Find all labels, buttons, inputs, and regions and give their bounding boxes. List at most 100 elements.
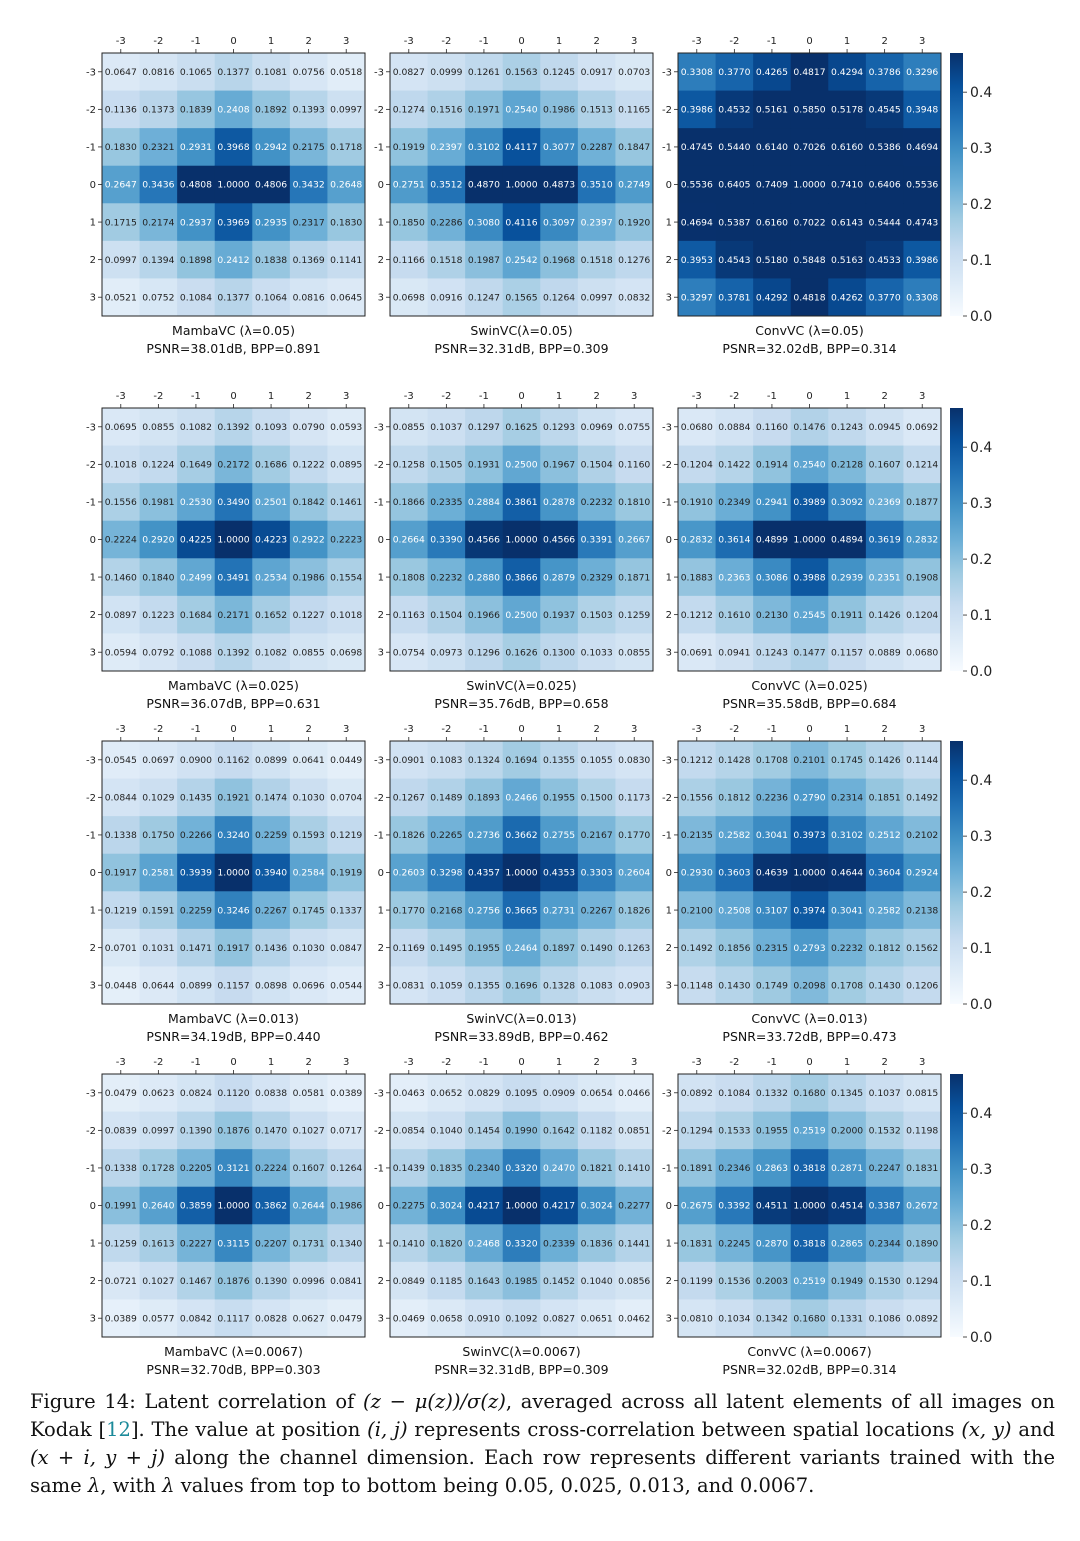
caption-eq-lambda: λ bbox=[87, 1474, 101, 1497]
cell-value-label: 0.3107 bbox=[756, 905, 788, 916]
panel-subtitle: PSNR=35.58dB, BPP=0.684 bbox=[722, 696, 896, 711]
x-tick-label: 0 bbox=[806, 391, 812, 402]
cell-value-label: 0.2647 bbox=[105, 180, 137, 191]
cell-value-label: 0.2832 bbox=[906, 535, 938, 546]
heatmap-cell bbox=[390, 741, 428, 779]
heatmap-cell bbox=[390, 53, 428, 91]
cell-value-label: 0.2581 bbox=[142, 868, 174, 879]
colorbar-tick-label: 0.4 bbox=[970, 85, 992, 101]
heatmap-cell bbox=[427, 741, 466, 779]
cell-value-label: 0.1081 bbox=[255, 67, 287, 78]
cell-value-label: 0.2942 bbox=[255, 142, 287, 153]
heatmap-cell bbox=[502, 128, 541, 167]
heatmap-cell bbox=[139, 1261, 178, 1300]
heatmap-panel: 0.0479 0.0623 0.0824 0.1120 0.0838 0.0581 0.03… bbox=[86, 1057, 366, 1377]
heatmap-cell bbox=[427, 408, 466, 446]
cell-value-label: 0.1876 bbox=[217, 1276, 249, 1287]
heatmap-cell bbox=[289, 816, 328, 855]
y-tick-label: -1 bbox=[662, 142, 672, 153]
cell-value-label: 0.2315 bbox=[756, 943, 788, 954]
cell-value-label: 0.1410 bbox=[393, 1238, 425, 1249]
cell-value-label: 0.1477 bbox=[793, 647, 825, 658]
heatmap-cell bbox=[139, 165, 178, 204]
cell-value-label: 0.1642 bbox=[543, 1126, 575, 1137]
cell-value-label: 0.1625 bbox=[505, 422, 537, 433]
heatmap-cell bbox=[502, 520, 541, 559]
y-tick-label: -2 bbox=[86, 1126, 96, 1137]
cell-value-label: 0.1259 bbox=[618, 610, 650, 621]
colorbar-tick-label: 0.1 bbox=[970, 608, 992, 624]
heatmap-cell bbox=[289, 1261, 328, 1300]
heatmap-cell bbox=[828, 445, 867, 484]
cell-value-label: 0.1812 bbox=[869, 943, 901, 954]
cell-value-label: 0.1120 bbox=[217, 1088, 249, 1099]
cell-value-label: 0.2832 bbox=[681, 535, 713, 546]
x-tick-label: -1 bbox=[191, 36, 201, 47]
cell-value-label: 0.1224 bbox=[142, 460, 174, 471]
heatmap-cell bbox=[540, 966, 579, 1005]
cell-value-label: 0.1850 bbox=[393, 217, 425, 228]
cell-value-label: 0.1991 bbox=[105, 1201, 137, 1212]
cell-value-label: 0.1883 bbox=[681, 572, 713, 583]
heatmap-panel: 0.0463 0.0652 0.0829 0.1095 0.0909 0.0654 0.04… bbox=[374, 1057, 654, 1377]
cell-value-label: 0.1830 bbox=[330, 217, 362, 228]
cell-value-label: 0.0903 bbox=[618, 980, 650, 991]
cell-value-label: 0.3308 bbox=[681, 67, 713, 78]
cell-value-label: 0.0815 bbox=[906, 1088, 938, 1099]
heatmap-cell bbox=[790, 816, 829, 855]
heatmap-cell bbox=[790, 1074, 829, 1112]
heatmap-cell bbox=[102, 891, 140, 930]
heatmap-cell bbox=[252, 741, 291, 779]
heatmap-cell bbox=[865, 520, 904, 559]
heatmap-cell bbox=[828, 128, 867, 167]
cell-value-label: 0.1518 bbox=[430, 255, 462, 266]
heatmap-cell bbox=[903, 1186, 942, 1225]
heatmap-cell bbox=[102, 633, 140, 672]
cell-value-label: 0.2540 bbox=[505, 105, 537, 116]
heatmap-cell bbox=[177, 1149, 216, 1188]
heatmap-cell bbox=[289, 278, 328, 317]
heatmap-cell bbox=[540, 408, 579, 446]
cell-value-label: 0.1331 bbox=[831, 1313, 863, 1324]
cell-value-label: 0.0755 bbox=[618, 422, 650, 433]
heatmap-cell bbox=[678, 778, 716, 817]
cell-value-label: 0.1055 bbox=[581, 755, 613, 766]
x-tick-label: 2 bbox=[305, 36, 311, 47]
cell-value-label: 0.2174 bbox=[142, 217, 174, 228]
heatmap-cell bbox=[790, 165, 829, 204]
colorbar-gradient bbox=[950, 408, 963, 671]
heatmap-cell bbox=[903, 558, 942, 597]
cell-value-label: 0.4644 bbox=[831, 868, 863, 879]
cell-value-label: 0.1163 bbox=[393, 610, 425, 621]
cell-value-label: 0.0594 bbox=[105, 647, 137, 658]
x-tick-label: 2 bbox=[593, 724, 599, 735]
cell-value-label: 0.3432 bbox=[293, 180, 325, 191]
cell-value-label: 0.0658 bbox=[430, 1313, 462, 1324]
cell-value-label: 0.2675 bbox=[681, 1201, 713, 1212]
cell-value-label: 0.1454 bbox=[468, 1126, 500, 1137]
y-tick-label: -2 bbox=[374, 793, 384, 804]
cell-value-label: 0.4694 bbox=[681, 217, 713, 228]
cell-value-label: 0.1157 bbox=[831, 647, 863, 658]
caption-reference-link[interactable]: 12 bbox=[106, 1418, 131, 1441]
x-tick-label: 0 bbox=[518, 391, 524, 402]
y-tick-label: 2 bbox=[378, 610, 384, 621]
cell-value-label: 0.1890 bbox=[906, 1238, 938, 1249]
heatmap-cell bbox=[214, 853, 253, 892]
heatmap-cell bbox=[252, 595, 291, 634]
y-tick-label: 3 bbox=[666, 648, 672, 659]
cell-value-label: 0.4873 bbox=[543, 180, 575, 191]
cell-value-label: 0.2000 bbox=[831, 1126, 863, 1137]
heatmap-cell bbox=[790, 408, 829, 446]
cell-value-label: 0.1340 bbox=[330, 1238, 362, 1249]
cell-value-label: 0.3969 bbox=[217, 217, 249, 228]
y-tick-label: 3 bbox=[378, 1314, 384, 1325]
heatmap-cell bbox=[790, 1111, 829, 1150]
x-tick-label: -3 bbox=[116, 36, 126, 47]
heatmap-cell bbox=[327, 1186, 366, 1225]
y-tick-label: 3 bbox=[378, 981, 384, 992]
heatmap-cell bbox=[715, 408, 754, 446]
heatmap-cell bbox=[390, 520, 428, 559]
cell-value-label: 0.1770 bbox=[618, 830, 650, 841]
heatmap-cell bbox=[502, 203, 541, 242]
